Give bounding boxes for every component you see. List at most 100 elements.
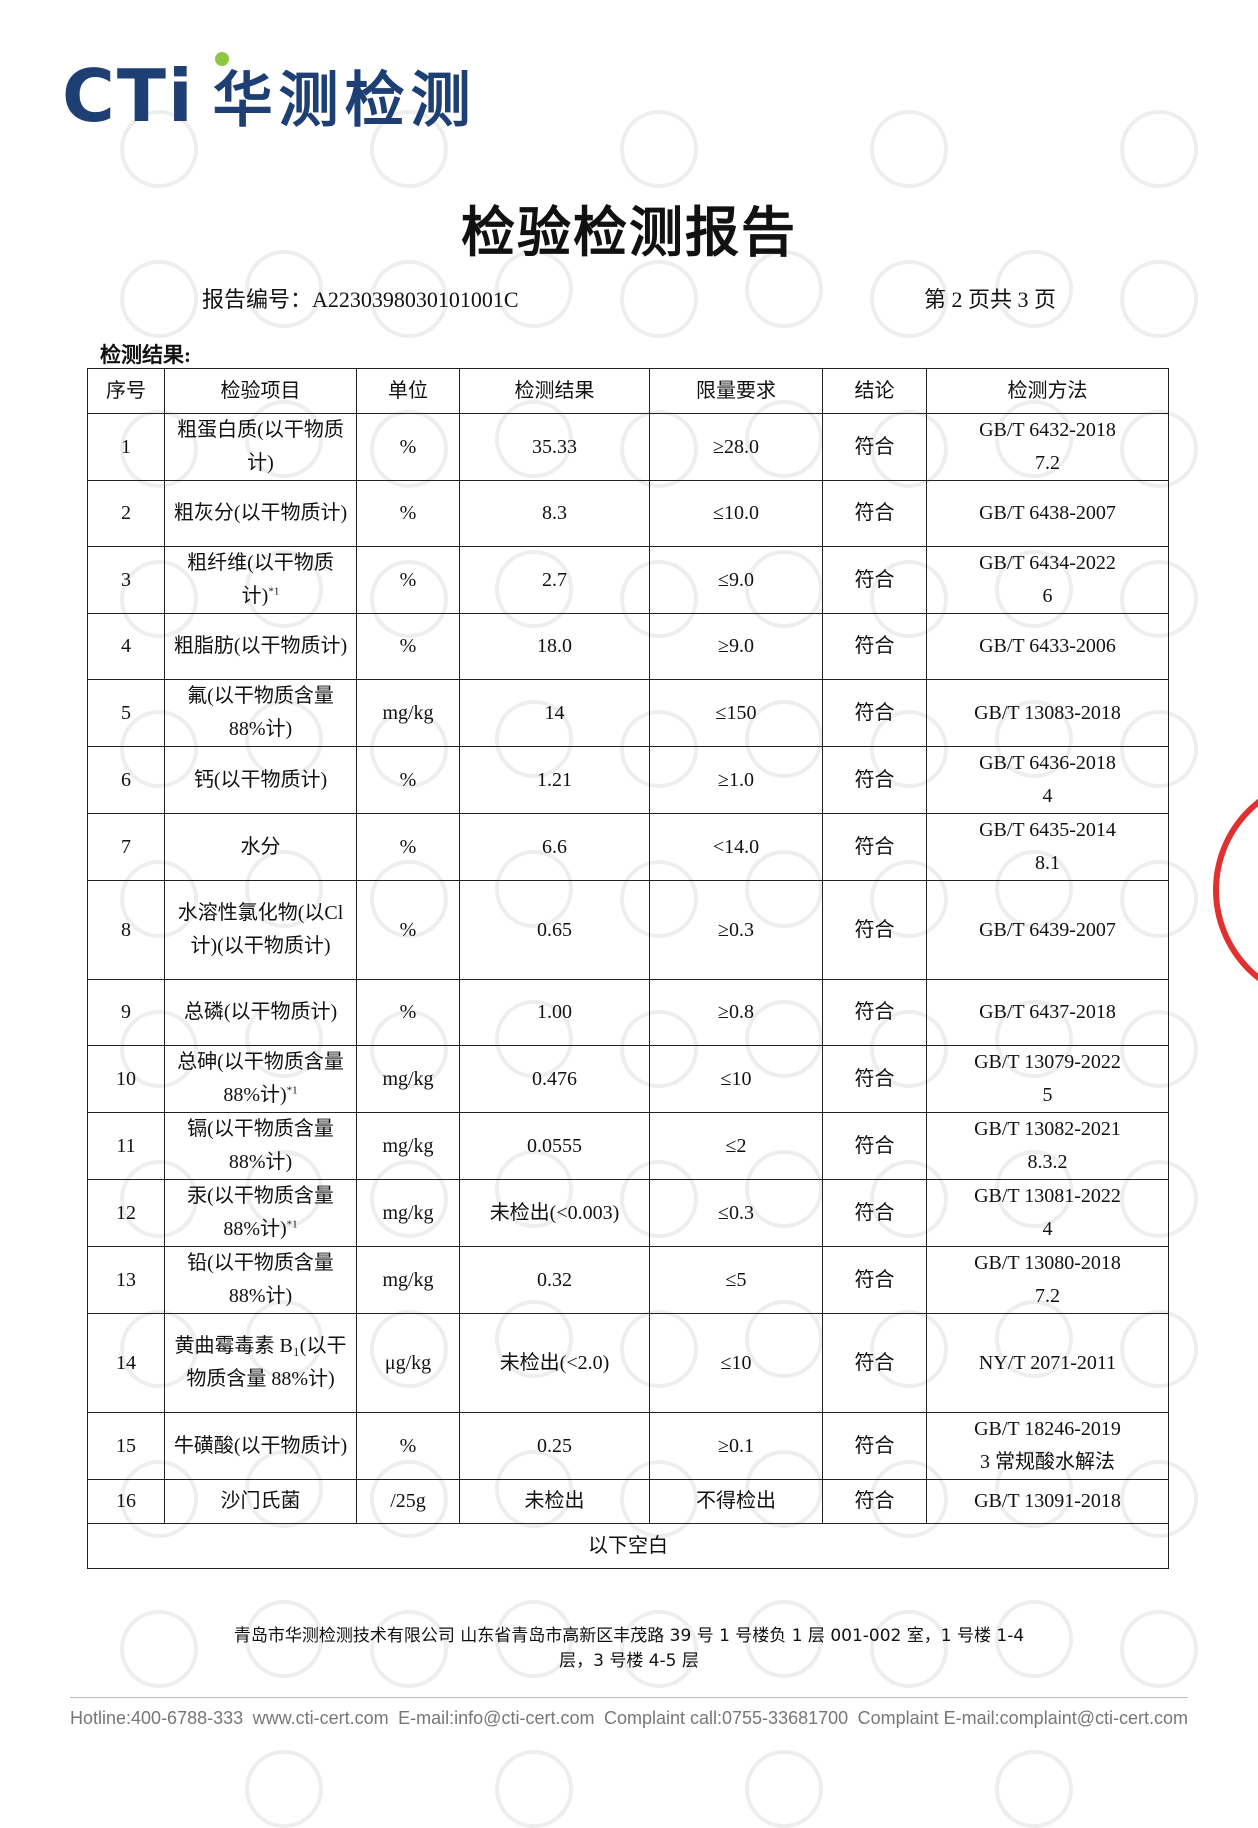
section-title: 检测结果: (100, 343, 191, 367)
cell-item: 牛磺酸(以干物质计) (164, 1412, 357, 1480)
end-note: 以下空白 (87, 1523, 1169, 1569)
cell-no: 9 (87, 979, 165, 1046)
cell-result: 2.7 (459, 546, 650, 614)
watermark (870, 110, 948, 188)
address: 青岛市华测检测技术有限公司 山东省青岛市高新区丰茂路 39 号 1 号楼负 1 … (233, 1626, 1025, 1646)
cell-conclusion: 符合 (822, 1246, 927, 1314)
item-text: 水分 (240, 835, 281, 858)
cell-item: 镉(以干物质含量88%计) (164, 1112, 357, 1180)
cell-no: 11 (87, 1112, 165, 1180)
cell-method: GB/T 13079-2022 5 (926, 1045, 1169, 1113)
result-row: 2 粗灰分(以干物质计)% 8.3 ≤10.0 符合 GB/T 6438-2007 (87, 480, 1169, 547)
watermark (870, 1610, 948, 1688)
watermark (1120, 110, 1198, 188)
item-text: 镉(以干物质含量88%计) (187, 1118, 334, 1173)
cell-item: 钙(以干物质计) (164, 746, 357, 814)
cell-method: GB/T 6432-2018 7.2 (926, 413, 1169, 481)
cell-limit: ≥0.3 (649, 880, 823, 980)
cell-limit: ≥28.0 (649, 413, 823, 481)
cell-unit: mg/kg (356, 1045, 460, 1113)
column-header: 序号 (87, 368, 165, 414)
cell-result: 0.476 (459, 1045, 650, 1113)
page: {"header": {"brand": "CTi", "brand_cn": … (62, 52, 1258, 1828)
watermark (620, 1610, 698, 1688)
watermark (1120, 260, 1198, 338)
result-row: 3 粗纤维(以干物质计)*1% 2.7 ≤9.0 符合 GB/T 6434-2022 6 (87, 546, 1169, 614)
cell-no: 6 (87, 746, 165, 814)
method-line: GB/T 6435-2014 (979, 819, 1116, 841)
seal (1213, 798, 1258, 982)
cell-no: 7 (87, 813, 165, 881)
contact: E-mail:info@cti-cert.com (398, 1708, 595, 1728)
method-line: GB/T 18246-2019 (974, 1418, 1121, 1440)
method-line: 5 (1042, 1084, 1053, 1106)
cell-limit: ≤10.0 (649, 480, 823, 547)
watermark (495, 250, 573, 328)
value: A2230398030101001C (312, 287, 519, 312)
result-row: 11 镉(以干物质含量88%计) mg/kg 0.0555 ≤2 符合 GB/T 13082… (87, 1112, 1169, 1180)
result-row: 16 沙门氏菌/25g 未检出 不得检出 符合 GB/T 13091-2018 (87, 1479, 1169, 1524)
header-row: 序号 检验项目 单位 检测结果 限量要求 结论 检测方法 (87, 368, 1169, 414)
method-line: GB/T 6433-2006 (979, 635, 1116, 657)
method-line: 8.3.2 (1027, 1151, 1068, 1173)
method-line: GB/T 6438-2007 (979, 502, 1116, 524)
cell-method: GB/T 6437-2018 (926, 979, 1169, 1046)
cell-unit: % (356, 546, 460, 614)
item-text: 沙门氏菌 (220, 1490, 301, 1512)
column-header: 检测结果 (459, 368, 650, 414)
cell-unit: mg/kg (356, 679, 460, 747)
method-line: GB/T 13091-2018 (974, 1490, 1121, 1512)
cell-no: 2 (87, 480, 165, 547)
cell-result: 35.33 (459, 413, 650, 481)
result-row: 6 钙(以干物质计)% 1.21 ≥1.0 符合 GB/T 6436-2018 4 (87, 746, 1169, 814)
result-row: 13 铅(以干物质含量88%计) mg/kg 0.32 ≤5 符合 GB/T 13080-2… (87, 1246, 1169, 1314)
method-line: GB/T 6434-2022 (979, 552, 1116, 574)
cell-conclusion: 符合 (822, 413, 927, 481)
cell-method: GB/T 6436-2018 4 (926, 746, 1169, 814)
cell-method: GB/T 6434-2022 6 (926, 546, 1169, 614)
cell-no: 15 (87, 1412, 165, 1480)
cell-limit: ≥0.8 (649, 979, 823, 1046)
item-text: 汞(以干物质含量88%计) (187, 1185, 334, 1240)
watermark (495, 1750, 573, 1828)
contacts: Hotline:400-6788-333 www.cti-cert.com E-ma… (70, 1708, 1188, 1729)
method-line: GB/T 13083-2018 (974, 701, 1121, 724)
cell-result: 未检出(<0.003) (459, 1179, 650, 1247)
cell-conclusion: 符合 (822, 480, 927, 547)
cell-limit: 不得检出 (649, 1479, 823, 1524)
method-line: GB/T 6432-2018 (979, 419, 1116, 441)
cell-unit: mg/kg (356, 1112, 460, 1180)
watermark (370, 1610, 448, 1688)
cell-item: 总磷(以干物质计) (164, 979, 357, 1046)
cell-result: 未检出 (459, 1479, 650, 1524)
cell-no: 1 (87, 413, 165, 481)
column-header: 检验项目 (164, 368, 357, 414)
item-text: 总砷(以干物质含量88%计) (177, 1051, 344, 1106)
cell-conclusion: 符合 (822, 1179, 927, 1247)
cell-limit: ≤10 (649, 1313, 823, 1413)
item-text: 钙(以干物质计) (193, 768, 328, 791)
cell-result: 8.3 (459, 480, 650, 547)
cell-conclusion: 符合 (822, 1479, 927, 1524)
result-row: 7 水分% 6.6 <14.0 符合 GB/T 6435-2014 8.1 (87, 813, 1169, 881)
contact: Complaint E-mail:complaint@cti-cert.com (857, 1708, 1188, 1728)
watermark (370, 110, 448, 188)
cell-unit: mg/kg (356, 1246, 460, 1314)
watermark (120, 1610, 198, 1688)
cell-limit: ≤9.0 (649, 546, 823, 614)
cell-item: 沙门氏菌 (164, 1479, 357, 1524)
cell-result: 0.32 (459, 1246, 650, 1314)
cell-unit: % (356, 813, 460, 881)
item-text: 氟(以干物质含量88%计) (187, 685, 334, 740)
cell-conclusion: 符合 (822, 546, 927, 614)
item-text: 牛磺酸(以干物质计) (173, 1434, 348, 1457)
cell-limit: ≤2 (649, 1112, 823, 1180)
cell-limit: ≥9.0 (649, 613, 823, 680)
method-line: 4 (1042, 1218, 1053, 1240)
cell-result: 1.00 (459, 979, 650, 1046)
watermark (745, 1600, 823, 1678)
cell-no: 16 (87, 1479, 165, 1524)
report-title: 检验检测报告 (461, 203, 797, 263)
cell-conclusion: 符合 (822, 746, 927, 814)
method-line: GB/T 6436-2018 (979, 752, 1116, 774)
